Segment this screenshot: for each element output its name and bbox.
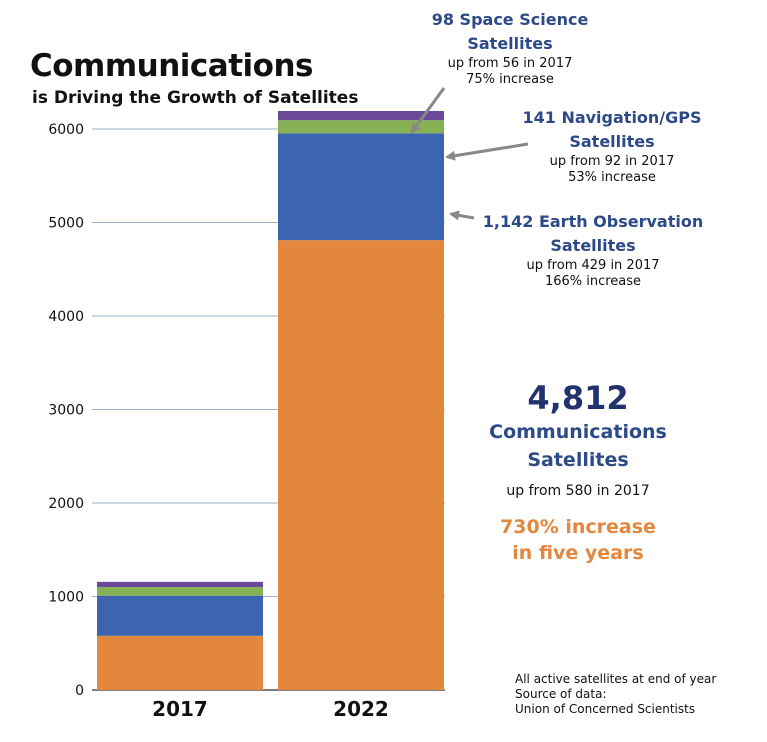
y-tick-label-0: 0 (75, 683, 84, 699)
note-active-satellites: All active satellites at end of year (515, 672, 717, 686)
earth-observation-arrow (449, 210, 475, 221)
bar-2022-navigation-gps (278, 120, 444, 134)
y-tick-label-6000: 6000 (48, 122, 84, 138)
space-science-prior: up from 56 in 2017 (447, 56, 573, 71)
earth-observation-label: Satellites (550, 236, 636, 255)
space-science-label: Satellites (467, 34, 553, 53)
y-tick-label-5000: 5000 (48, 216, 84, 232)
chart-subtitle: is Driving the Growth of Satellites (32, 88, 359, 108)
source-note: All active satellites at end of year Sou… (515, 672, 716, 717)
y-tick-label-2000: 2000 (48, 496, 84, 512)
x-tick-label-2022: 2022 (333, 697, 389, 721)
bar-2017-navigation-gps (97, 587, 263, 596)
note-source-label: Source of data: (515, 687, 607, 701)
y-tick-label-4000: 4000 (48, 309, 84, 325)
bar-2017-earth-observation (97, 595, 263, 636)
y-tick-label-3000: 3000 (48, 403, 84, 419)
navigation-label: Satellites (569, 132, 655, 151)
communications-increase: 730% increase (500, 516, 656, 538)
earth-observation-prior: up from 429 in 2017 (526, 258, 660, 273)
space-science-increase: 75% increase (466, 72, 554, 87)
bar-2022-space-science (278, 111, 444, 121)
bar-2022-communications (278, 240, 444, 690)
bar-2022-earth-observation (278, 133, 444, 241)
communications-increase-period: in five years (512, 542, 644, 564)
navigation-arrow (445, 142, 529, 161)
communications-satellites-label: Satellites (527, 449, 629, 471)
navigation-annotation: 141 Navigation/GPS Satellites up from 92… (512, 106, 712, 186)
y-tick-label-1000: 1000 (48, 590, 84, 606)
earth-observation-annotation: 1,142 Earth Observation Satellites up fr… (480, 210, 706, 290)
navigation-count: 141 Navigation/GPS (522, 108, 702, 127)
communications-label: Communications (489, 421, 667, 443)
navigation-increase: 53% increase (568, 170, 656, 185)
bar-2017-space-science (97, 581, 263, 588)
chart-title: Communications (30, 48, 313, 84)
earth-observation-increase: 166% increase (544, 274, 642, 289)
space-science-annotation: 98 Space Science Satellites up from 56 i… (430, 8, 590, 88)
navigation-prior: up from 92 in 2017 (549, 154, 675, 169)
bar-2017-communications (97, 635, 263, 690)
space-science-count: 98 Space Science (431, 10, 589, 29)
communications-count: 4,812 (527, 379, 629, 417)
space-science-arrow (410, 87, 446, 134)
x-tick-label-2017: 2017 (152, 697, 208, 721)
communications-prior: up from 580 in 2017 (506, 483, 650, 499)
note-source-name: Union of Concerned Scientists (515, 702, 696, 716)
communications-annotation: 4,812 Communications Satellites up from … (470, 378, 686, 566)
earth-observation-count: 1,142 Earth Observation (482, 212, 704, 231)
